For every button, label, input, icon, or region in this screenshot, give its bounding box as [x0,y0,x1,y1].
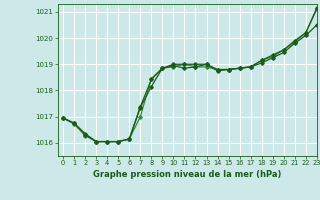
X-axis label: Graphe pression niveau de la mer (hPa): Graphe pression niveau de la mer (hPa) [93,170,281,179]
